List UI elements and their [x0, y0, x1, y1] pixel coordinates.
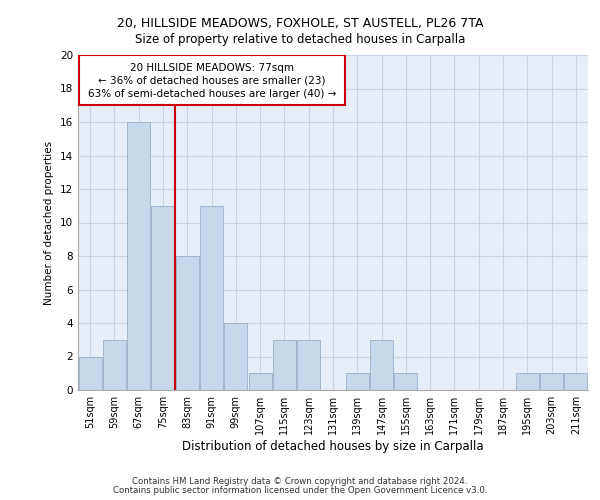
Bar	[516, 373, 539, 390]
Bar	[346, 373, 369, 390]
Bar	[103, 340, 126, 390]
Text: 20, HILLSIDE MEADOWS, FOXHOLE, ST AUSTELL, PL26 7TA: 20, HILLSIDE MEADOWS, FOXHOLE, ST AUSTEL…	[117, 18, 483, 30]
X-axis label: Distribution of detached houses by size in Carpalla: Distribution of detached houses by size …	[182, 440, 484, 453]
Text: 63% of semi-detached houses are larger (40) →: 63% of semi-detached houses are larger (…	[88, 90, 337, 100]
Text: Size of property relative to detached houses in Carpalla: Size of property relative to detached ho…	[135, 32, 465, 46]
Bar	[394, 373, 418, 390]
Bar	[565, 373, 587, 390]
Bar	[224, 323, 247, 390]
Bar	[370, 340, 393, 390]
Bar	[151, 206, 175, 390]
Bar	[79, 356, 101, 390]
Text: ← 36% of detached houses are smaller (23): ← 36% of detached houses are smaller (23…	[98, 76, 326, 86]
Bar	[248, 373, 272, 390]
Bar	[127, 122, 150, 390]
Bar	[79, 55, 345, 106]
Text: 20 HILLSIDE MEADOWS: 77sqm: 20 HILLSIDE MEADOWS: 77sqm	[130, 62, 294, 72]
Bar	[200, 206, 223, 390]
Bar	[540, 373, 563, 390]
Text: Contains HM Land Registry data © Crown copyright and database right 2024.: Contains HM Land Registry data © Crown c…	[132, 477, 468, 486]
Bar	[297, 340, 320, 390]
Text: Contains public sector information licensed under the Open Government Licence v3: Contains public sector information licen…	[113, 486, 487, 495]
Bar	[176, 256, 199, 390]
Y-axis label: Number of detached properties: Number of detached properties	[44, 140, 55, 304]
Bar	[273, 340, 296, 390]
